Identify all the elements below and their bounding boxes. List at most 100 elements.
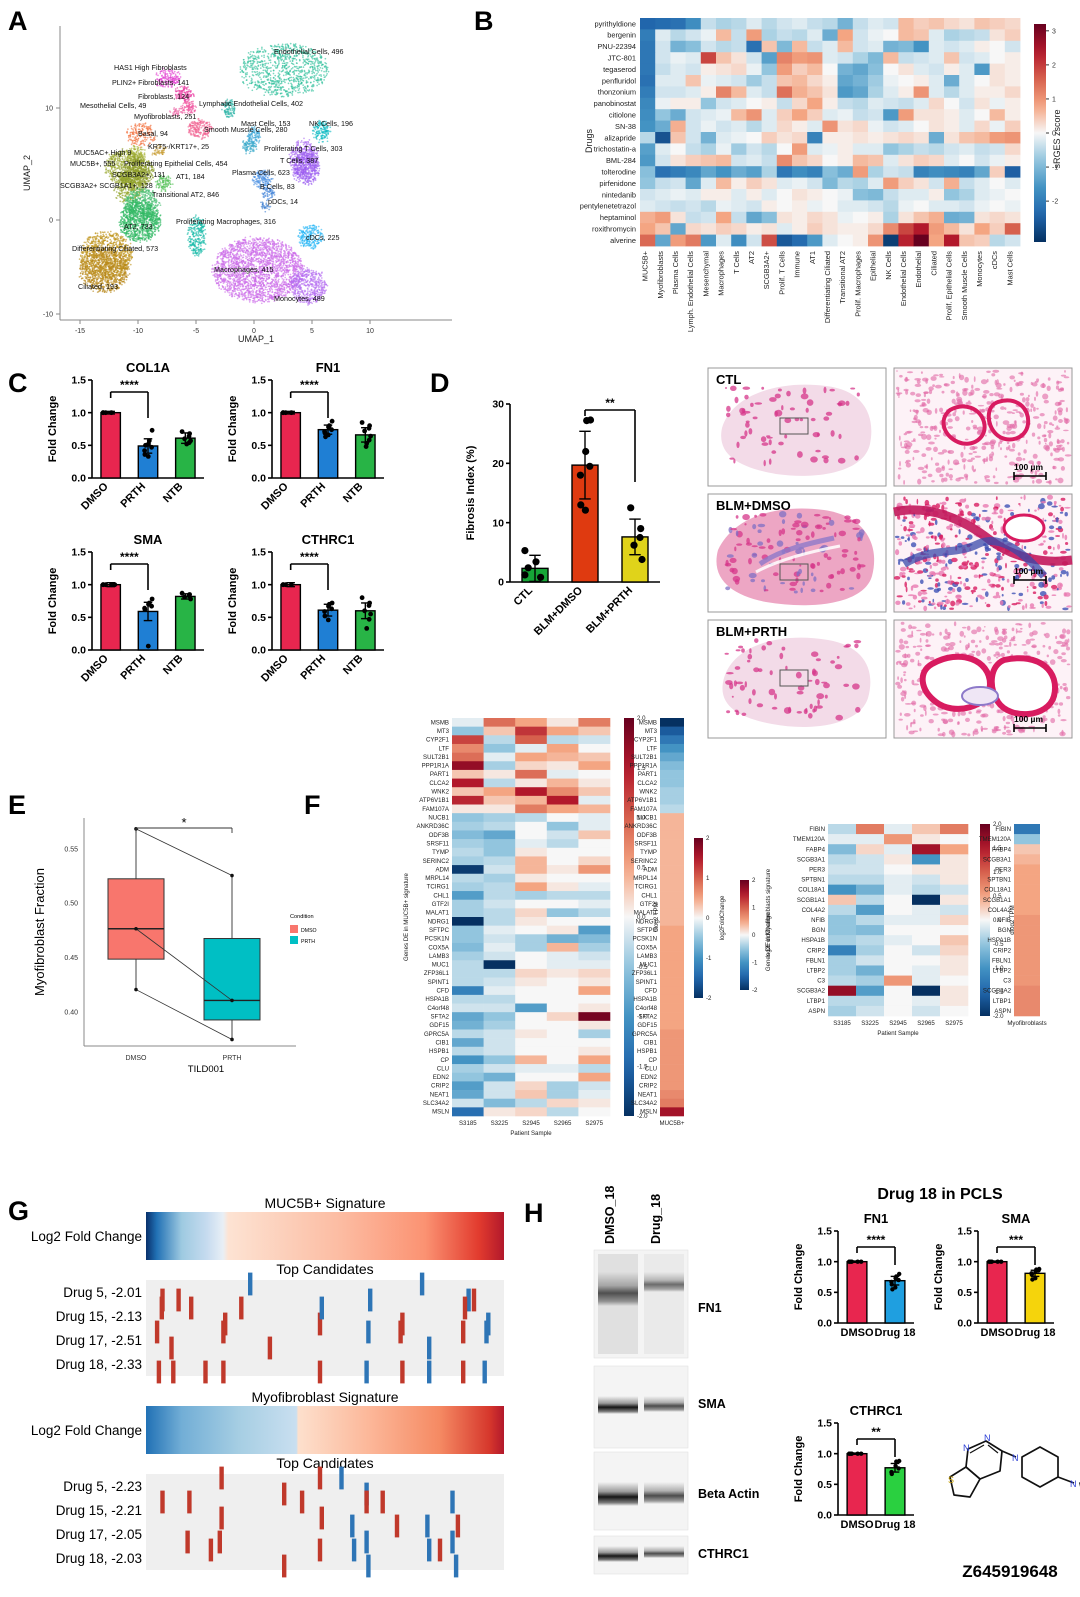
umap-point	[270, 55, 272, 58]
umap-point	[161, 79, 163, 82]
umap-point	[318, 169, 320, 172]
umap-point	[298, 58, 301, 61]
umap-point	[192, 132, 195, 135]
umap-point	[244, 66, 247, 68]
umap-point	[276, 93, 278, 96]
umap-point	[291, 48, 294, 51]
umap-point	[253, 86, 256, 88]
umap-point	[295, 175, 297, 177]
umap-point	[302, 48, 305, 51]
umap-point	[142, 139, 144, 142]
umap-point	[230, 114, 233, 116]
umap-point	[311, 70, 313, 73]
umap-point	[263, 80, 266, 83]
umap-point	[126, 193, 128, 196]
umap-point	[274, 93, 276, 96]
umap-point	[252, 137, 255, 139]
umap-point	[249, 60, 252, 62]
umap-point	[310, 85, 313, 88]
umap-point	[249, 62, 252, 65]
umap-point	[181, 106, 184, 109]
umap-point	[203, 123, 206, 126]
umap-point	[132, 130, 135, 133]
umap-point	[116, 159, 119, 161]
umap-point	[243, 64, 246, 67]
umap-point	[304, 166, 306, 169]
umap-point	[251, 82, 253, 84]
umap-point	[288, 53, 291, 56]
umap-point	[262, 81, 265, 83]
umap-point	[190, 106, 193, 108]
umap-point	[254, 71, 257, 74]
umap-point	[309, 153, 311, 156]
umap-point	[303, 50, 306, 53]
umap-point	[274, 83, 277, 86]
umap-point	[316, 69, 319, 72]
umap-point	[194, 121, 197, 124]
umap-point	[299, 91, 301, 94]
umap-point	[251, 54, 254, 57]
umap-point	[127, 136, 130, 139]
umap-point	[272, 192, 275, 194]
umap-point	[276, 56, 279, 59]
umap-point	[192, 126, 195, 129]
umap-point	[255, 88, 258, 91]
umap-point	[292, 76, 295, 79]
umap-point	[256, 60, 259, 63]
umap-point	[178, 109, 180, 112]
umap-point	[162, 67, 164, 70]
umap-point	[282, 86, 285, 88]
umap-point	[176, 71, 179, 74]
umap-point	[281, 45, 284, 47]
umap-point	[326, 137, 329, 139]
umap-point	[294, 79, 296, 82]
umap-point	[247, 135, 250, 138]
umap-point	[308, 179, 311, 182]
umap-point	[267, 62, 270, 65]
umap-point	[276, 80, 279, 82]
umap-point	[255, 148, 258, 150]
umap-point	[245, 141, 248, 143]
umap-point	[273, 86, 276, 88]
umap-point	[164, 184, 166, 186]
umap-point	[174, 82, 177, 85]
umap-point	[310, 90, 313, 92]
umap-point	[256, 70, 259, 73]
umap-point	[300, 71, 302, 74]
umap-point	[187, 93, 190, 96]
umap-point	[280, 51, 283, 53]
umap-point	[300, 46, 303, 49]
umap-point	[307, 48, 310, 50]
umap-point	[290, 76, 293, 79]
umap-point	[272, 91, 274, 94]
umap-point	[250, 145, 253, 148]
umap-point	[307, 181, 310, 183]
umap-point	[312, 89, 315, 92]
umap-point	[321, 82, 324, 85]
umap-point	[181, 104, 184, 107]
umap-point	[298, 49, 301, 52]
umap-point	[289, 91, 292, 94]
umap-point	[233, 107, 236, 110]
umap-point	[294, 57, 296, 60]
umap-point	[258, 177, 261, 180]
umap-point	[313, 74, 316, 77]
umap-point	[174, 74, 177, 77]
umap-point	[305, 52, 308, 55]
umap-point	[144, 149, 146, 151]
umap-point	[300, 171, 303, 174]
umap-point	[290, 68, 293, 70]
umap-point	[269, 74, 272, 77]
umap-point	[174, 88, 177, 90]
umap-point	[197, 119, 200, 122]
umap-point	[257, 55, 260, 57]
umap-point	[121, 163, 124, 166]
umap-point	[312, 83, 315, 86]
umap-point	[279, 54, 282, 57]
umap-point	[275, 82, 278, 84]
umap-point	[242, 141, 244, 144]
umap-point	[246, 83, 249, 86]
umap-point	[303, 89, 306, 92]
umap-point	[272, 69, 275, 72]
umap-point	[293, 65, 296, 68]
